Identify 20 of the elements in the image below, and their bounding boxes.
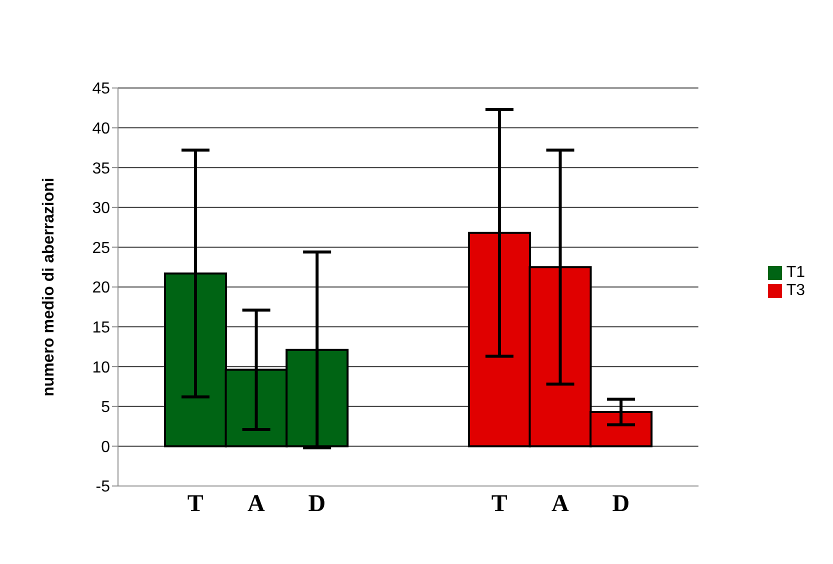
y-tick-label: 10 (92, 359, 110, 376)
y-tick-label: 45 (92, 80, 110, 98)
x-tick-label: D (308, 491, 326, 518)
y-axis-title: numero medio di aberrazioni (40, 178, 58, 396)
y-tick-label: 5 (101, 399, 110, 416)
y-tick-label: 20 (92, 280, 110, 297)
x-tick-label: A (248, 491, 266, 518)
x-tick-label: T (491, 491, 508, 518)
y-tick-label: 0 (101, 438, 110, 456)
y-tick-label: 40 (92, 120, 110, 138)
legend-label: T3 (786, 282, 805, 299)
y-tick-label: -5 (96, 478, 110, 496)
legend-label: T1 (786, 264, 805, 281)
x-tick-label: T (187, 491, 204, 518)
y-tick-label: 15 (92, 319, 110, 336)
x-tick-label: D (612, 491, 630, 518)
y-tick-label: 35 (92, 160, 110, 178)
x-tick-label: A (551, 491, 570, 518)
y-tick-label: 25 (92, 240, 110, 257)
y-tick-label: 30 (92, 200, 110, 218)
